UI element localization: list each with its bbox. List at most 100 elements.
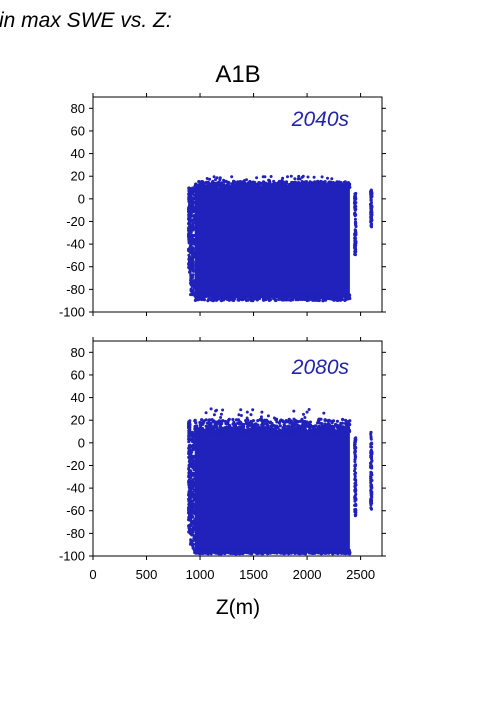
scatter-point bbox=[253, 183, 257, 187]
scatter-point bbox=[267, 298, 271, 302]
scatter-point bbox=[214, 409, 218, 413]
scatter-point bbox=[282, 426, 286, 430]
scatter-point bbox=[218, 424, 223, 428]
scatter-point bbox=[323, 418, 327, 422]
scatter-point bbox=[188, 193, 192, 197]
scatter-point bbox=[239, 408, 243, 412]
scatter-point bbox=[300, 424, 304, 428]
scatter-point bbox=[326, 419, 330, 423]
scatter-point bbox=[187, 186, 191, 190]
scatter-point bbox=[318, 184, 322, 188]
scatter-point bbox=[300, 549, 304, 553]
scatter-point bbox=[278, 424, 282, 428]
scatter-point bbox=[265, 418, 269, 422]
scatter-point bbox=[370, 194, 374, 198]
scatter-point bbox=[190, 251, 194, 255]
scatter-point bbox=[192, 214, 196, 218]
scatter-point bbox=[354, 509, 358, 513]
scatter-point bbox=[238, 296, 243, 300]
scatter-point bbox=[212, 175, 216, 179]
scatter-point bbox=[214, 429, 218, 433]
scatter-point bbox=[192, 462, 196, 466]
scatter-point bbox=[254, 426, 258, 430]
scatter-point bbox=[289, 427, 293, 431]
scatter-point bbox=[192, 279, 196, 283]
scatter-point bbox=[221, 408, 225, 412]
scatter-point bbox=[277, 295, 282, 299]
scatter-point bbox=[329, 180, 333, 184]
scatter-point bbox=[261, 549, 265, 553]
scatter-point bbox=[322, 411, 326, 415]
scatter-point bbox=[276, 185, 280, 189]
scatter-point bbox=[369, 476, 373, 480]
scatter-point bbox=[221, 419, 225, 423]
scatter-point bbox=[369, 203, 373, 207]
scatter-point bbox=[320, 422, 324, 426]
scatter-point bbox=[200, 179, 204, 184]
scatter-point bbox=[204, 429, 208, 434]
x-tick-label: 0 bbox=[89, 567, 96, 582]
scatter-point bbox=[263, 426, 267, 430]
scatter-point bbox=[192, 292, 196, 296]
y-tick-label: 40 bbox=[71, 146, 85, 161]
scatter-point bbox=[267, 183, 271, 187]
scatter-point bbox=[286, 175, 289, 179]
scatter-point bbox=[353, 245, 357, 249]
x-tick-label: 500 bbox=[136, 567, 158, 582]
scatter-point bbox=[339, 425, 343, 429]
scatter-point bbox=[348, 423, 352, 427]
scatter-point bbox=[347, 293, 352, 297]
scatter-point bbox=[296, 548, 300, 553]
scatter-point bbox=[228, 293, 232, 297]
scatter-point bbox=[296, 177, 300, 181]
scatter-point bbox=[191, 273, 195, 277]
points-2080s bbox=[187, 407, 374, 556]
scatter-point bbox=[189, 287, 193, 291]
scatter-point bbox=[236, 293, 240, 297]
scatter-point bbox=[354, 492, 358, 496]
scatter-point bbox=[191, 479, 195, 483]
scatter-point bbox=[261, 429, 265, 433]
scatter-point bbox=[353, 457, 357, 460]
scatter-point bbox=[188, 227, 192, 231]
scatter-point bbox=[338, 184, 342, 188]
scatter-point bbox=[221, 298, 225, 302]
scatter-point bbox=[369, 445, 373, 449]
scatter-point bbox=[219, 412, 223, 416]
scatter-point bbox=[260, 410, 264, 414]
scatter-point bbox=[267, 294, 271, 298]
scatter-point bbox=[353, 192, 357, 196]
scatter-point bbox=[299, 184, 303, 188]
x-tick-label: 2500 bbox=[346, 567, 375, 582]
scatter-point bbox=[341, 417, 345, 422]
scatter-point bbox=[191, 223, 195, 227]
scatter-point bbox=[329, 419, 333, 423]
scatter-point bbox=[227, 181, 231, 185]
scatter-point bbox=[354, 236, 358, 240]
scatter-point bbox=[321, 181, 325, 185]
scatter-point bbox=[242, 297, 246, 301]
scatter-point bbox=[289, 174, 293, 178]
scatter-point bbox=[326, 296, 330, 300]
scatter-point bbox=[369, 197, 373, 201]
scatter-point bbox=[188, 513, 192, 517]
scatter-point bbox=[335, 419, 339, 423]
scatter-point bbox=[307, 429, 311, 434]
y-tick-label: -80 bbox=[66, 282, 85, 297]
scatter-point bbox=[333, 185, 337, 190]
scatter-point bbox=[263, 181, 267, 185]
y-tick-label: 20 bbox=[71, 413, 85, 428]
scatter-point bbox=[230, 550, 234, 554]
scatter-point bbox=[326, 182, 330, 186]
plot-frame bbox=[92, 340, 383, 557]
scatter-point bbox=[192, 502, 196, 506]
scatter-point bbox=[250, 427, 254, 431]
scatter-point bbox=[231, 185, 235, 189]
y-tick-label: -40 bbox=[66, 237, 85, 252]
scatter-point bbox=[187, 447, 191, 451]
scatter-point bbox=[187, 423, 191, 427]
scatter-point bbox=[354, 222, 358, 226]
scatter-point bbox=[291, 426, 295, 430]
scatter-point bbox=[354, 213, 358, 217]
scatter-point bbox=[342, 180, 347, 184]
